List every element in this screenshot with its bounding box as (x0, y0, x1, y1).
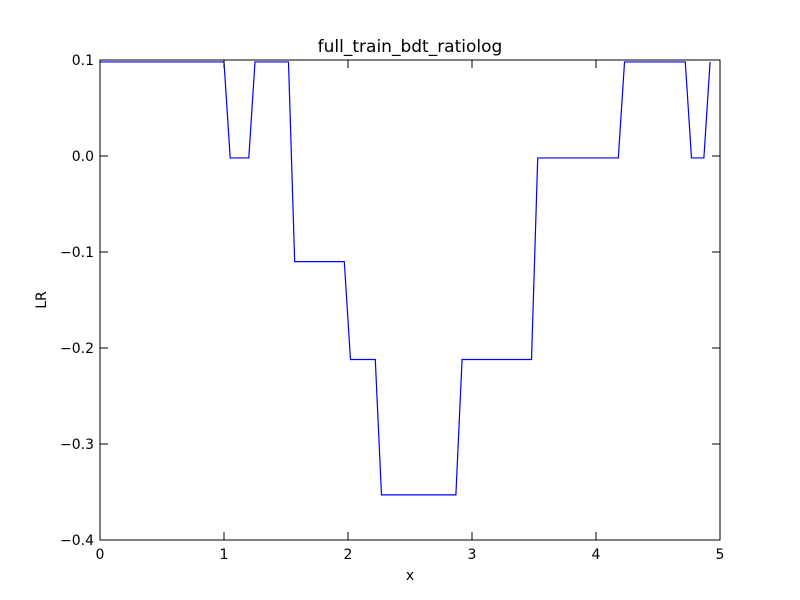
plot-frame (99, 59, 721, 541)
series-line-0 (100, 61, 711, 496)
x-tick-label: 4 (592, 547, 601, 563)
x-tick-label: 0 (96, 547, 105, 563)
y-axis-label: LR (34, 291, 50, 309)
x-tick-label: 1 (220, 547, 229, 563)
ticks-layer: 0 1 2 3 4 5 0.1 0.0 −0.1 −0.2 −0.3 −0.4 (60, 53, 724, 563)
y-tick-label: 0.1 (72, 53, 94, 69)
y-tick-label: −0.2 (60, 341, 94, 357)
x-tick-label: 2 (344, 547, 353, 563)
x-axis-label: x (406, 568, 414, 584)
x-tick-label: 5 (716, 547, 725, 563)
y-tick-label: 0.0 (72, 149, 94, 165)
y-tick-label: −0.3 (60, 437, 94, 453)
series-layer (100, 61, 711, 496)
chart-title: full_train_bdt_ratiolog (318, 37, 503, 57)
y-tick-label: −0.1 (60, 245, 94, 261)
y-tick-label: −0.4 (60, 533, 94, 549)
x-tick-label: 3 (468, 547, 477, 563)
